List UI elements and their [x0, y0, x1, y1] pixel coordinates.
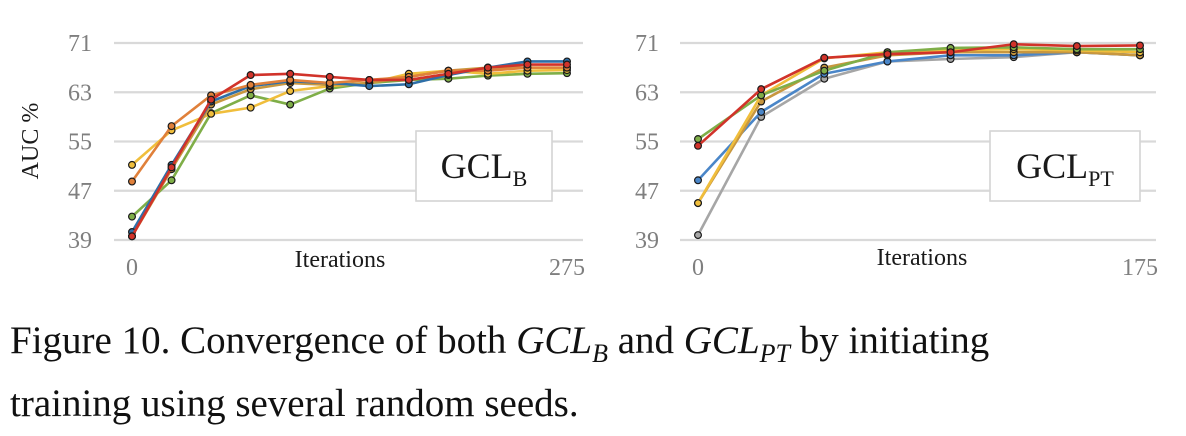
figure-caption: Figure 10. Convergence of both GCLB and … [10, 316, 1180, 429]
y-tick-label: 63 [68, 80, 92, 106]
data-point [365, 75, 374, 84]
data-point [693, 176, 702, 185]
y-tick-label: 47 [635, 179, 659, 205]
y-tick-label: 55 [68, 130, 92, 156]
y-axis-title: AUC % [18, 103, 44, 180]
data-point [1135, 41, 1144, 50]
data-point [693, 135, 702, 144]
data-point [286, 87, 295, 96]
data-point [883, 50, 892, 59]
caption-suffix: by initiating [789, 319, 990, 362]
x-tick-label: 0 [126, 255, 138, 281]
data-point [128, 232, 137, 241]
caption-mid: and [607, 319, 684, 362]
panel-gcl-b: 39 47 55 63 71 0 275 Iterations AUC % GCLB [18, 31, 585, 281]
caption-line-1: Figure 10. Convergence of both GCLB and … [10, 316, 1180, 379]
data-point [523, 60, 532, 69]
y-tick-label: 47 [68, 179, 92, 205]
data-point [246, 103, 255, 112]
series-line-5 [697, 46, 1140, 141]
x-tick-label: 275 [549, 255, 585, 281]
data-point [246, 80, 255, 89]
y-tick-label: 63 [635, 80, 659, 106]
caption-line-2: training using several random seeds. [10, 381, 579, 425]
data-point [693, 231, 702, 240]
data-point [167, 176, 176, 185]
data-point [693, 141, 702, 150]
data-point [128, 212, 137, 221]
data-point [207, 95, 216, 104]
method-label-box [989, 130, 1141, 202]
figure-panels: 39 47 55 63 71 0 275 Iterations AUC % GCLB 39 47 55… [18, 31, 1158, 281]
data-point [757, 107, 766, 116]
method-label: GCLB [441, 146, 528, 191]
x-tick-label: 175 [1122, 255, 1158, 281]
data-point [1009, 40, 1018, 49]
data-point [286, 69, 295, 78]
data-point [693, 199, 702, 208]
caption-prefix: Figure 10. Convergence of both [10, 319, 517, 362]
data-point [167, 163, 176, 172]
data-point [757, 85, 766, 94]
data-point [404, 75, 413, 84]
y-tick-label: 39 [635, 228, 659, 254]
series-line-6 [697, 42, 1141, 147]
data-point [207, 109, 216, 118]
x-axis-title: Iterations [295, 247, 386, 273]
y-tick-label: 39 [68, 228, 92, 254]
x-tick-label: 0 [692, 255, 704, 281]
data-point [1072, 42, 1081, 51]
data-point [325, 72, 334, 81]
y-tick-label: 55 [635, 130, 659, 156]
data-point [820, 53, 829, 62]
data-point [286, 100, 295, 109]
data-point [167, 122, 176, 131]
method-label: GCLPT [1016, 146, 1114, 191]
y-tick-label: 71 [635, 31, 659, 57]
data-point [820, 66, 829, 75]
series-line-6 [130, 63, 567, 237]
data-point [128, 160, 137, 169]
data-point [444, 69, 453, 78]
series-line-5 [130, 66, 567, 183]
data-point [946, 48, 955, 57]
y-tick-label: 71 [68, 31, 92, 57]
x-axis-title: Iterations [877, 245, 968, 271]
data-point [483, 63, 492, 72]
data-point [128, 177, 137, 186]
caption-math-gcl-b: GCLB [516, 319, 608, 368]
data-point [562, 60, 571, 69]
data-point [246, 71, 255, 80]
method-label-box [415, 130, 553, 202]
panel-gcl-pt: 39 47 55 63 71 0 175 Iterations GCLPT [635, 31, 1158, 281]
caption-math-gcl-pt: GCLPT [683, 319, 790, 368]
